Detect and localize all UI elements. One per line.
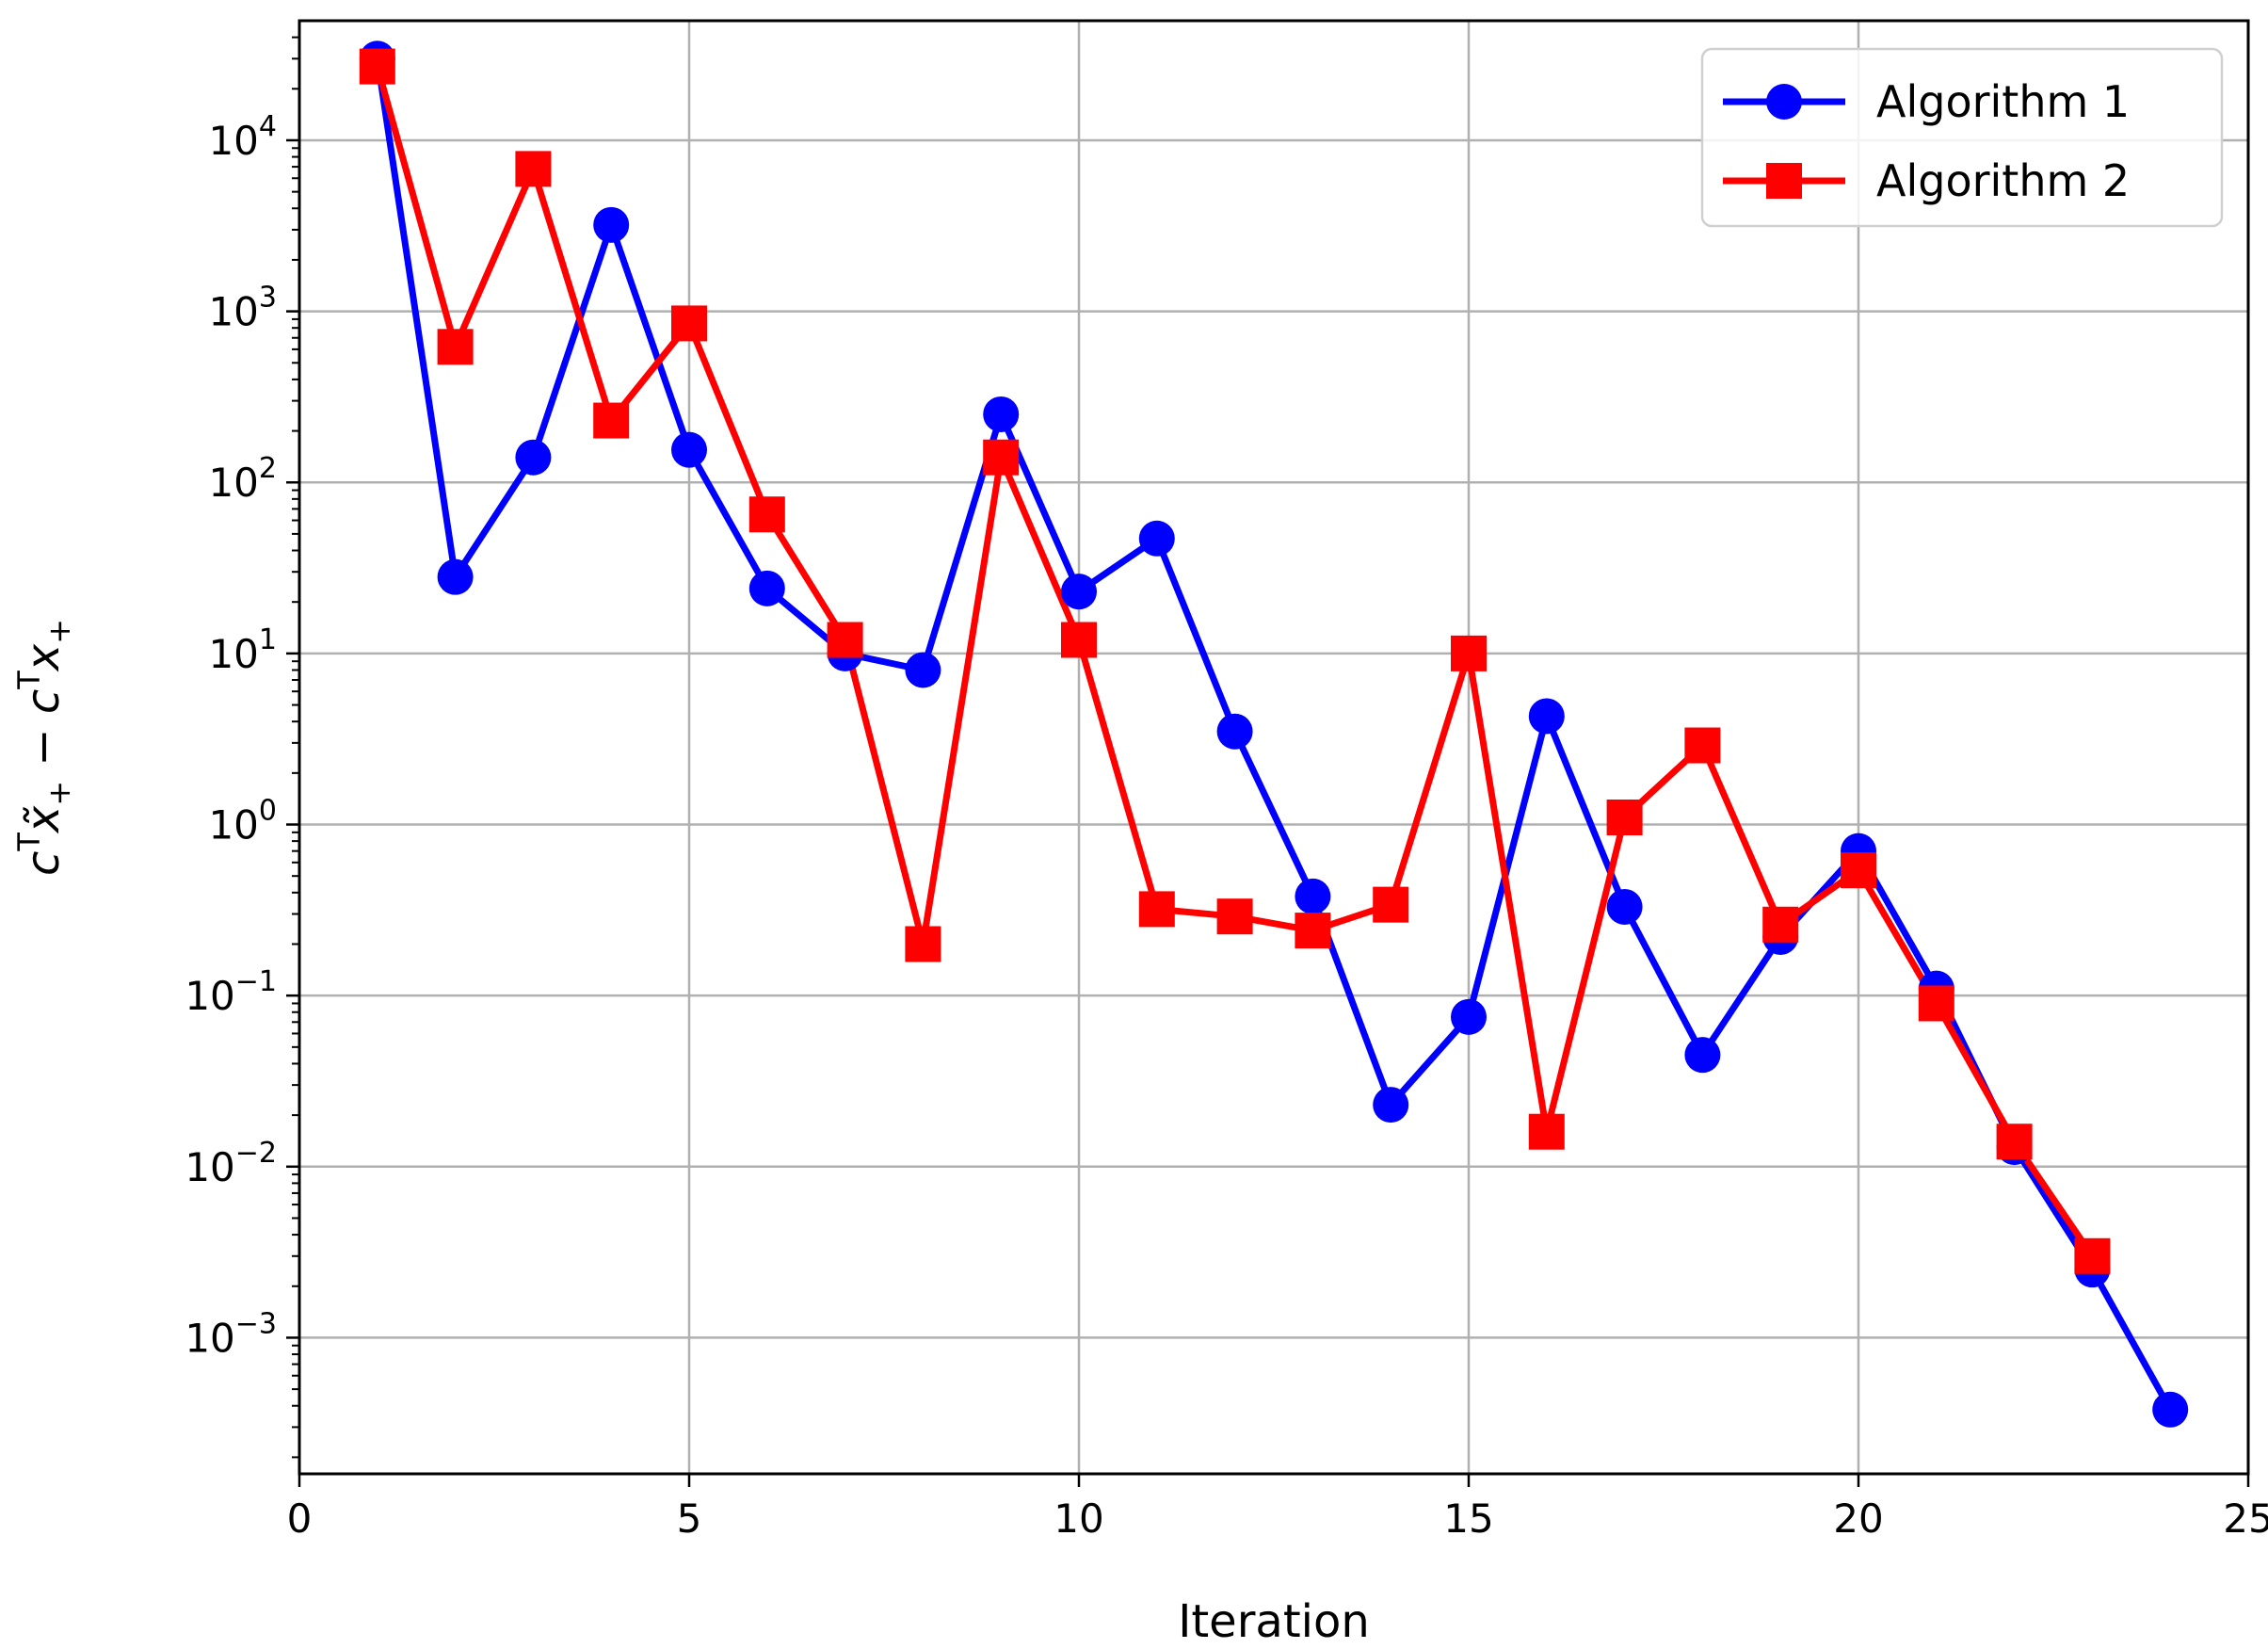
series-2-point	[515, 151, 552, 187]
series-2-point	[748, 496, 785, 533]
series-2-point	[1138, 891, 1175, 928]
x-tick-label: 5	[677, 1495, 702, 1542]
series-1-point	[593, 206, 630, 243]
series-2-point	[359, 48, 395, 85]
x-tick-label: 0	[287, 1495, 313, 1542]
x-tick-label: 25	[2223, 1495, 2268, 1542]
series-1-point	[1684, 1037, 1721, 1074]
x-tick-label: 15	[1443, 1495, 1493, 1542]
y-tick-label: 102	[208, 452, 277, 506]
series-1-point	[983, 396, 1020, 432]
x-axis-label: Iteration	[1178, 1595, 1370, 1648]
series-1-point	[1295, 878, 1331, 914]
y-axis-label: cTx̃+ − cTx+	[11, 619, 77, 876]
series-1-point	[1216, 713, 1253, 750]
x-tick-label: 10	[1054, 1495, 1103, 1542]
y-tick-label: 10−2	[185, 1137, 277, 1190]
legend-label-1: Algorithm 1	[1876, 76, 2130, 127]
series-1-point	[671, 431, 707, 468]
legend: Algorithm 1 Algorithm 2	[1700, 47, 2224, 228]
series-1-point	[905, 652, 941, 688]
y-tick-label: 10−1	[185, 965, 277, 1019]
series-2-point	[983, 439, 1020, 476]
series-1-point	[1373, 1087, 1409, 1124]
series-2-point	[1684, 727, 1721, 764]
series-2-point	[671, 305, 707, 342]
series-2-point	[1451, 635, 1487, 671]
series-2-point	[827, 622, 863, 658]
series-1-point	[1061, 574, 1097, 610]
series-2-point	[1528, 1113, 1565, 1150]
plot-frame	[298, 19, 2250, 1476]
series-2-point	[1996, 1124, 2033, 1160]
series-2-point	[905, 926, 941, 962]
x-tick-label: 20	[1833, 1495, 1883, 1542]
grid	[299, 21, 2248, 1474]
series-1-point	[748, 570, 785, 606]
series-2-point	[593, 402, 630, 439]
series-2-point	[437, 329, 474, 365]
y-tick-label: 10−3	[185, 1307, 277, 1361]
legend-marker-2	[1766, 163, 1802, 199]
y-tick-label: 103	[208, 282, 277, 335]
y-tick-label: 104	[208, 110, 277, 164]
series-1-point	[1528, 698, 1565, 735]
series-2-point	[1295, 913, 1331, 949]
series-2-point	[2074, 1237, 2111, 1274]
series-1-point	[437, 558, 474, 595]
y-tick-label: 100	[208, 795, 277, 849]
series-2-point	[1606, 799, 1643, 835]
plot-markers	[359, 40, 2189, 1428]
series-2-point	[1918, 985, 1954, 1022]
series-2-point	[1373, 886, 1409, 923]
series-2-point	[1841, 852, 1876, 889]
series-1-point	[515, 439, 552, 476]
ticks: 0 5 10 15 20 25 10−3 10−2 10−1 100 101 102 103 104	[185, 36, 2268, 1542]
legend-marker-1	[1766, 84, 1802, 120]
series-1-point	[1606, 888, 1643, 925]
series-1-point	[1138, 520, 1175, 557]
series-2-point	[1762, 906, 1799, 943]
y-tick-label: 101	[208, 623, 277, 677]
legend-label-2: Algorithm 2	[1876, 155, 2130, 206]
series-1-point	[1451, 998, 1487, 1035]
series-2-point	[1216, 898, 1253, 935]
series-1-point	[2152, 1391, 2189, 1428]
series-2-point	[1061, 622, 1097, 658]
